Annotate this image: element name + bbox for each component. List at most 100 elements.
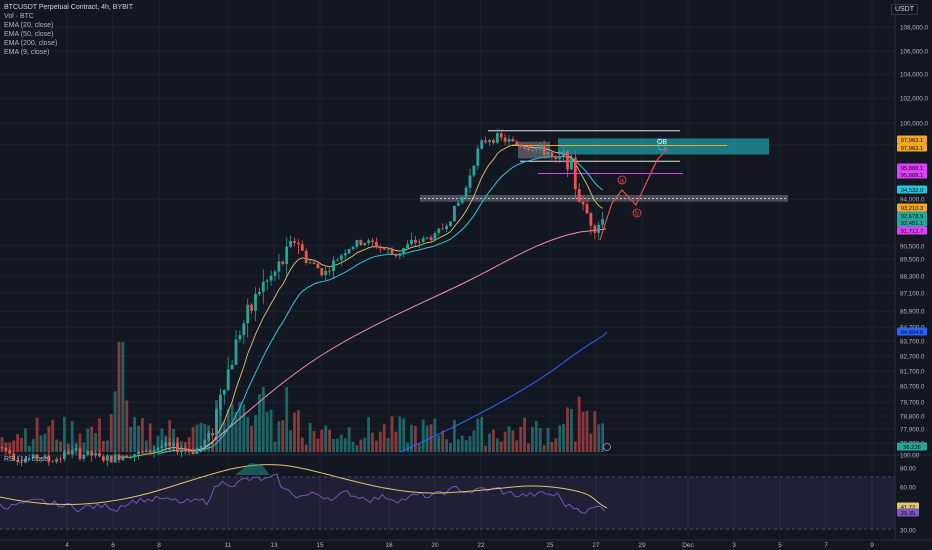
volume-bar xyxy=(78,433,82,452)
candle-body xyxy=(86,450,90,455)
price-tag-bg xyxy=(897,211,927,220)
price-tag-label: 36.236 xyxy=(903,445,921,451)
candle-body xyxy=(472,165,476,176)
candle xyxy=(386,248,390,255)
volume-bar xyxy=(125,400,129,452)
candle xyxy=(511,136,515,142)
price-tick-label: 79,700.0 xyxy=(900,400,925,407)
volume-bar xyxy=(414,425,417,452)
candle xyxy=(254,287,257,322)
time-tick-label: 5 xyxy=(778,542,782,549)
candle xyxy=(129,454,133,459)
candle xyxy=(31,452,35,459)
chart-legend: BTCUSDT Perpetual Contract, 4h, BYBIT Vo… xyxy=(4,3,133,57)
candle-body xyxy=(456,202,460,206)
candle xyxy=(476,145,480,171)
ema50-line xyxy=(199,228,607,453)
ob-zone xyxy=(558,138,769,155)
price-tag-bg xyxy=(897,442,927,451)
candle-body xyxy=(172,442,175,446)
volume-bar xyxy=(281,420,285,452)
volume-bar xyxy=(437,435,441,452)
price-tag-bg xyxy=(897,226,927,235)
volume-bar xyxy=(585,410,589,452)
candle-body xyxy=(183,450,187,451)
volume-bar xyxy=(129,426,133,452)
candle-body xyxy=(66,451,70,455)
candle xyxy=(293,237,296,247)
candle xyxy=(238,330,242,343)
volume-bar xyxy=(476,418,480,452)
candle xyxy=(98,449,101,458)
candle-body xyxy=(425,237,429,239)
price-tag-bg xyxy=(897,185,927,194)
rsi-ma-line xyxy=(0,464,608,509)
candle xyxy=(191,447,195,455)
candle xyxy=(66,448,70,455)
candle xyxy=(289,235,292,248)
candle-body xyxy=(35,454,39,459)
candle-body xyxy=(499,133,503,138)
volume-bar xyxy=(570,408,573,452)
candle-body xyxy=(359,240,363,245)
candle xyxy=(558,150,562,164)
candle xyxy=(421,235,425,245)
volume-bar xyxy=(425,425,429,452)
candle xyxy=(515,139,519,145)
price-tick-label: 89,500.0 xyxy=(900,257,925,264)
candle-body xyxy=(488,140,491,142)
candle-body xyxy=(137,451,140,455)
volume-bar xyxy=(203,423,207,452)
candle xyxy=(39,457,43,463)
candle-body xyxy=(320,268,324,276)
candle xyxy=(363,242,367,247)
volume-bar xyxy=(597,424,601,452)
volume-bar xyxy=(242,404,246,452)
candle-body xyxy=(429,237,433,241)
candle-body xyxy=(20,461,23,463)
volume-bar xyxy=(386,437,390,452)
volume-bar xyxy=(554,438,558,452)
candle-body xyxy=(152,450,156,453)
candle xyxy=(43,453,47,459)
candle-body xyxy=(242,323,246,336)
candle xyxy=(20,458,23,467)
candle-body xyxy=(156,447,160,451)
price-tick-label: 106,000.0 xyxy=(900,49,929,56)
grid-lines xyxy=(0,0,895,538)
volume-bar xyxy=(258,394,261,452)
volume-bar xyxy=(234,411,238,452)
time-tick-label: 3 xyxy=(732,542,736,549)
candle-body xyxy=(176,442,179,453)
price-tag-bg xyxy=(897,143,927,152)
volume-bar xyxy=(109,414,113,452)
price-tag: 91,712.7 xyxy=(897,226,927,235)
price-tick-label: 77,900.0 xyxy=(900,427,925,434)
candle xyxy=(55,456,58,464)
volume-bar xyxy=(390,416,394,452)
price-tick-label: 94,000.0 xyxy=(900,197,925,204)
candle-body xyxy=(94,453,97,456)
volume-bar xyxy=(102,441,105,452)
candle xyxy=(51,459,55,463)
candle-body xyxy=(570,157,573,170)
candle-body xyxy=(417,241,421,243)
candle-body xyxy=(554,156,558,159)
currency-label[interactable]: USDT xyxy=(890,4,918,15)
candle xyxy=(164,437,168,449)
candle-body xyxy=(8,450,12,454)
volume-bar xyxy=(269,409,273,452)
candle-body xyxy=(191,451,195,454)
candle-body xyxy=(148,450,152,453)
candle-body xyxy=(593,225,597,233)
candle-body xyxy=(24,459,27,463)
price-tag-label: 92,678.9 xyxy=(901,214,924,220)
volume-bar xyxy=(406,442,409,452)
price-tag-label: 94,532.0 xyxy=(901,188,924,194)
candle-body xyxy=(453,205,456,222)
candle-body xyxy=(445,225,448,230)
candle-body xyxy=(476,148,480,166)
price-tag-bg xyxy=(897,163,927,172)
candle xyxy=(215,407,218,438)
